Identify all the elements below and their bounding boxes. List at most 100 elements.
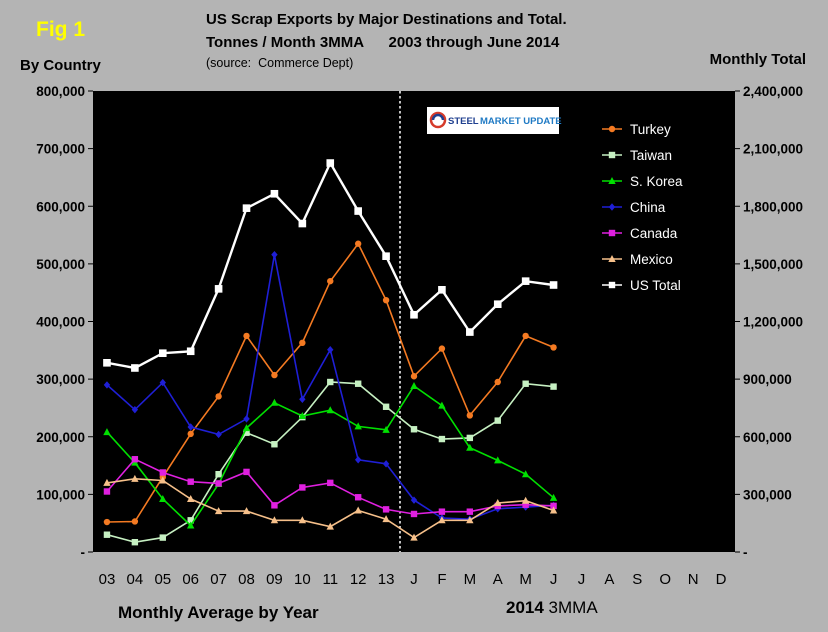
data-point-s-korea [521,470,530,478]
x-tick-label: F [437,571,446,588]
right-axis-title: Monthly Total [710,51,806,68]
right-tick-label: 2,400,000 [743,84,803,99]
data-point-canada [299,484,306,491]
data-point-turkey [522,332,529,340]
data-point-canada [522,501,529,508]
legend-item-canada: Canada [602,226,678,241]
right-tick-label: 1,500,000 [743,257,803,272]
data-point-china [299,395,306,403]
data-point-us-total [270,189,279,198]
data-point-us-total [466,328,474,336]
data-point-canada [410,510,418,518]
right-tick-label: 2,100,000 [743,142,803,157]
legend-label: Taiwan [630,148,672,163]
data-point-canada [354,494,362,501]
x-tick-label: 09 [266,571,283,588]
data-point-china [187,423,194,431]
right-tick-label: 600,000 [743,430,792,445]
legend-label: Mexico [630,252,673,267]
data-point-s-korea [298,412,307,420]
x-tick-label: M [464,571,477,588]
data-point-us-total [521,277,530,285]
chart-subtitle: Tonnes / Month 3MMA 2003 through June 20… [206,34,560,51]
bottom-left-label: Monthly Average by Year [118,603,319,622]
series-layer [103,159,558,546]
bottom-right-label: 2014 3MMA [506,598,598,617]
data-point-us-total [186,347,195,356]
right-tick-label: 1,800,000 [743,199,803,214]
legend: Turkey Taiwan S. Korea China Canada Mexico US … [585,115,709,299]
x-tick-label: 13 [378,571,395,588]
legend-item-us-total: US Total [602,278,681,293]
data-point-taiwan [187,517,194,524]
left-tick-label: 500,000 [36,257,85,272]
data-point-s-korea [466,443,474,451]
data-point-s-korea [410,382,418,390]
right-tick-label: 300,000 [743,487,792,502]
data-point-turkey [103,518,111,526]
left-tick-label: 600,000 [36,199,85,214]
bottom-right-label-year: 2014 [506,598,544,617]
data-point-turkey [299,339,306,347]
data-point-s-korea [159,494,167,502]
data-point-s-korea [270,398,279,406]
left-tick-label: 200,000 [36,430,85,445]
data-point-us-total [354,207,362,215]
legend-label: China [630,200,666,215]
data-point-mexico [549,506,558,514]
data-point-us-total [214,285,223,293]
legend-marker [608,203,616,211]
data-point-turkey [187,430,194,438]
data-point-us-total [158,349,167,357]
data-point-taiwan [354,380,362,387]
x-tick-label: 06 [182,571,199,588]
x-tick-label: 10 [294,571,311,588]
data-point-mexico [382,515,390,523]
data-point-taiwan [131,539,139,546]
data-point-taiwan [159,534,166,541]
left-tick-label: 700,000 [36,142,85,157]
series-mexico [103,474,558,541]
data-point-canada [243,468,250,476]
data-point-taiwan [550,383,557,390]
data-point-turkey [494,378,501,386]
logo-text-market-update: MARKET UPDATE [480,116,562,127]
x-tick-label: M [519,571,532,588]
data-point-s-korea [186,521,195,529]
data-point-us-total [438,286,446,294]
data-point-china [131,405,139,414]
right-tick-label: 900,000 [743,372,792,387]
left-axis-ticks: - 100,000 200,000 300,000 400,000 500,000 600,… [36,84,93,560]
data-point-canada [131,456,139,463]
data-point-us-total [410,310,418,319]
x-axis-ticks: 03 04 05 06 07 08 09 10 11 12 13 J F M A M J J A S O N D [99,571,727,588]
legend-item-china: China [602,200,666,215]
legend-label: S. Korea [630,174,683,189]
data-point-china [271,250,278,259]
data-point-taiwan [494,417,501,424]
data-point-mexico [354,506,362,514]
data-point-china [354,456,362,464]
data-point-mexico [438,516,446,524]
right-tick-label: - [743,545,748,560]
x-tick-label: N [688,571,699,588]
data-point-mexico [242,507,251,515]
data-point-us-total [493,300,502,309]
x-tick-label: J [410,571,418,588]
data-point-turkey [550,344,557,351]
data-point-s-korea [103,428,111,436]
data-point-canada [215,480,222,487]
data-point-us-total [242,204,251,212]
series-us-total [103,159,558,372]
data-point-turkey [215,393,222,400]
legend-marker [608,125,616,133]
data-point-china [103,381,111,389]
data-point-taiwan [243,429,250,436]
data-point-s-korea [326,406,334,414]
legend-label: Canada [630,226,678,241]
left-tick-label: 100,000 [36,487,85,502]
bottom-right-label-rest: 3MMA [544,598,599,617]
data-point-canada [159,469,166,476]
data-point-s-korea [549,493,558,501]
left-axis-title: By Country [20,57,101,74]
